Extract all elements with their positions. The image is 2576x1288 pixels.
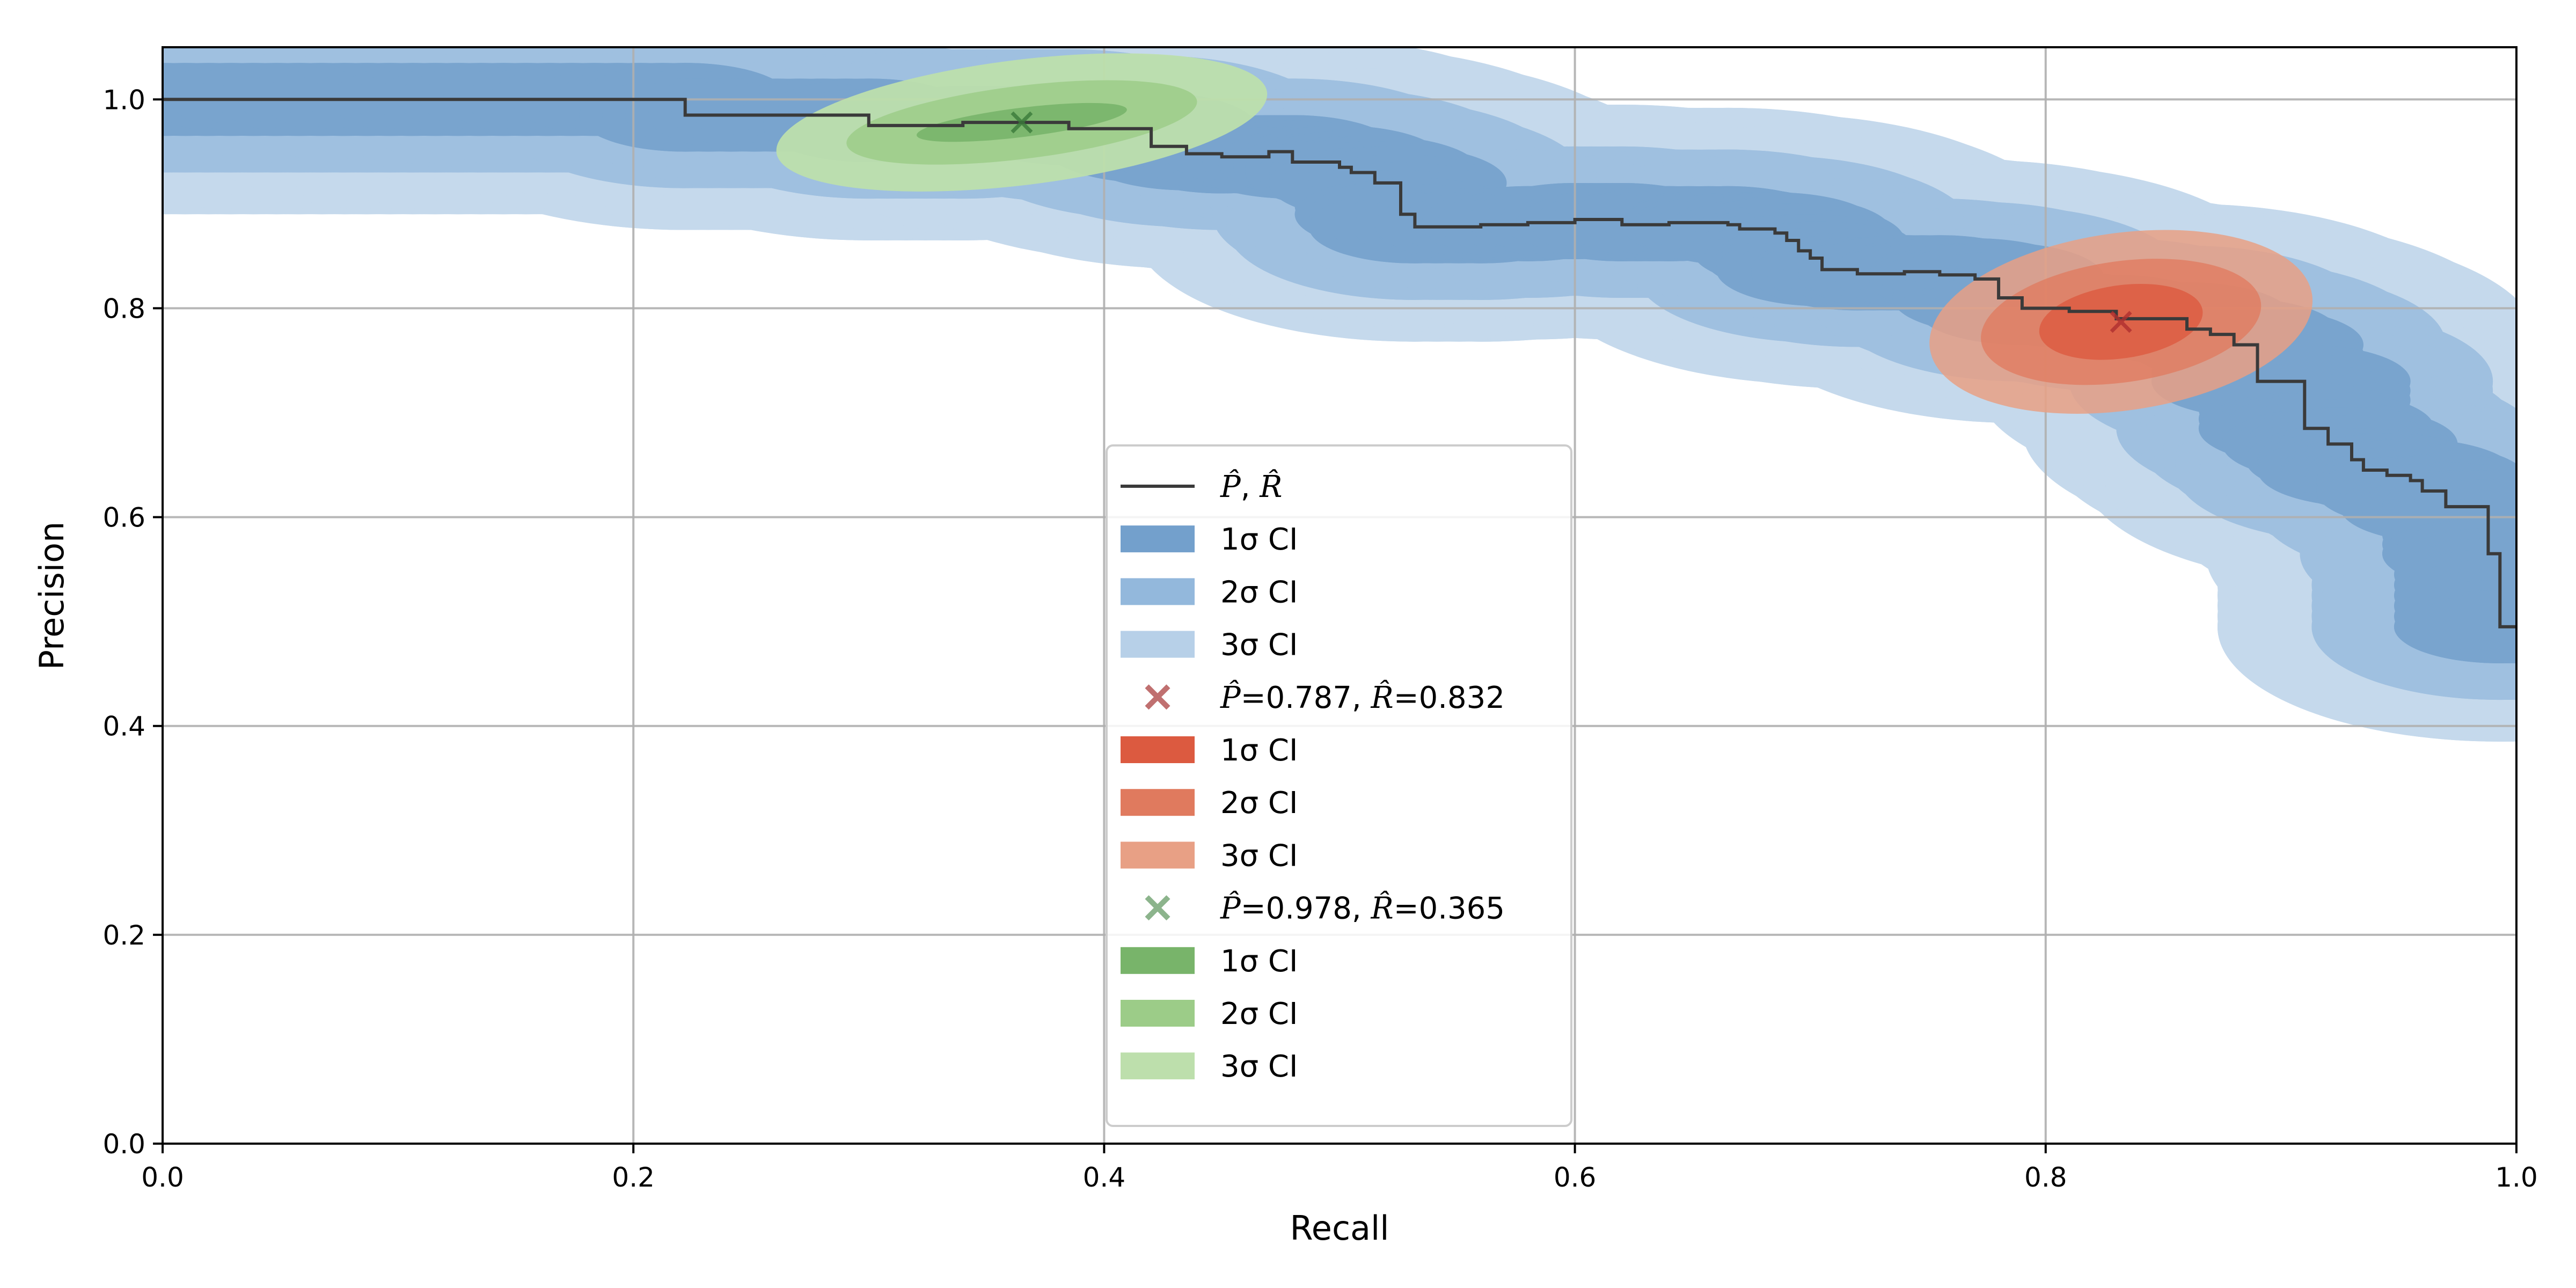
legend-text-part: P̂ xyxy=(1220,679,1241,715)
legend-ellipse-swatch xyxy=(1121,789,1195,816)
legend-ellipse-label: 1σ CI xyxy=(1220,944,1298,979)
x-tick-label: 0.6 xyxy=(1554,1162,1597,1193)
legend-point-label: P̂=0.978, R̂=0.365 xyxy=(1220,890,1505,926)
y-tick-label: 0.2 xyxy=(103,920,145,951)
pr-curve xyxy=(163,98,2516,628)
legend-text-part: =0.978, xyxy=(1241,891,1371,926)
legend-ellipse-label: 1σ CI xyxy=(1220,733,1298,768)
y-tick-label: 0.6 xyxy=(103,502,145,533)
y-axis-title: Precision xyxy=(32,522,71,670)
legend-text-part: =0.365 xyxy=(1394,891,1505,926)
legend-text-part: P̂ xyxy=(1220,890,1241,926)
marker-stroke xyxy=(1011,111,1033,134)
point-markers xyxy=(1011,111,2132,333)
y-tick-label: 0.8 xyxy=(103,293,145,324)
legend-marker-2 xyxy=(1145,895,1170,921)
legend-text-part: R̂ xyxy=(1259,469,1282,504)
legend-band-label: 2σ CI xyxy=(1220,575,1298,610)
point-marker-1 xyxy=(2110,311,2132,333)
legend-ellipse-swatch xyxy=(1121,1000,1195,1027)
marker-stroke xyxy=(2110,311,2132,333)
legend-band-label: 1σ CI xyxy=(1220,522,1298,557)
legend-ellipse-label: 3σ CI xyxy=(1220,838,1298,873)
y-tick-label: 0.4 xyxy=(103,711,145,742)
legend-ellipse-swatch xyxy=(1121,736,1195,763)
legend-ellipse-label: 2σ CI xyxy=(1220,997,1298,1031)
legend-text-part: =0.832 xyxy=(1394,680,1505,715)
legend-text-part: R̂ xyxy=(1371,890,1394,926)
x-tick-label: 1.0 xyxy=(2495,1162,2538,1193)
legend-band-swatch xyxy=(1121,525,1195,553)
legend-box xyxy=(1106,444,1572,1127)
x-tick-label: 0.8 xyxy=(2024,1162,2067,1193)
legend-text-part: R̂ xyxy=(1371,679,1394,715)
x-axis-title: Recall xyxy=(1290,1209,1389,1248)
legend-ellipse-swatch xyxy=(1121,841,1195,869)
axis-ticks: 0.00.0 0.2 0.2 0.4 0.4 0.6 0.6 0.8 0.8 1.0 1.0 xyxy=(103,84,2537,1193)
x-tick-label: 0.2 xyxy=(612,1162,655,1193)
plot-frame xyxy=(162,46,2518,1145)
legend-text-part: =0.787, xyxy=(1241,680,1371,715)
y-tick-label: 0.0 xyxy=(103,1129,145,1160)
legend-point-label: P̂=0.787, R̂=0.832 xyxy=(1220,679,1505,715)
legend-marker-stroke xyxy=(1145,895,1170,921)
pr-curve-layer xyxy=(163,98,2516,628)
legend-curve-label: P̂, R̂ xyxy=(1220,469,1282,504)
x-tick-label: 0.0 xyxy=(141,1162,184,1193)
band-sample xyxy=(2410,590,2516,663)
legend-ellipse-label: 3σ CI xyxy=(1220,1049,1298,1084)
legend-ellipse-swatch xyxy=(1121,1052,1195,1080)
legend-marker-stroke xyxy=(1145,684,1170,710)
legend-text-part: P̂ xyxy=(1220,469,1241,504)
legend-band-label: 3σ CI xyxy=(1220,628,1298,663)
x-tick-label: 0.4 xyxy=(1083,1162,1126,1193)
legend-marker-1 xyxy=(1145,684,1170,710)
y-tick-label: 1.0 xyxy=(103,84,145,115)
legend-ellipse-swatch xyxy=(1121,947,1195,974)
legend-band-swatch xyxy=(1121,578,1195,605)
legend-text-part: , xyxy=(1241,470,1260,504)
point-marker-2 xyxy=(1011,111,1033,134)
legend-ellipse-label: 2σ CI xyxy=(1220,786,1298,821)
legend-band-swatch xyxy=(1121,631,1195,658)
